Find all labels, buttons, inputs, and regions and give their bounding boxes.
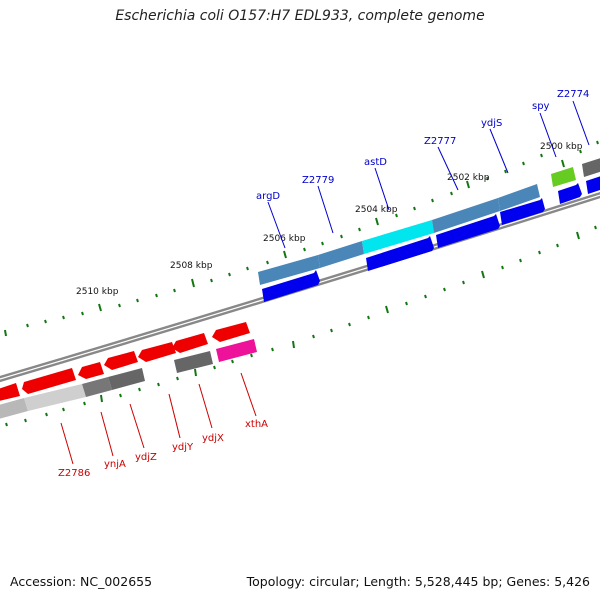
gene-label-ynjA[interactable]: ynjA: [104, 459, 126, 470]
kbp-label-2508: 2508 kbp: [170, 261, 213, 271]
cds-astD[interactable]: [436, 214, 500, 248]
genome-summary-text: Topology: circular; Length: 5,528,445 bp…: [246, 574, 590, 589]
cds-Z2777[interactable]: [500, 198, 545, 225]
cds-ydjS[interactable]: [558, 183, 582, 204]
gene-label-xthA[interactable]: xthA: [245, 419, 268, 430]
forward-feature-track: [258, 157, 600, 285]
reverse-feature-track: [0, 339, 257, 420]
gene-label-ydjZ[interactable]: ydjZ: [135, 452, 157, 463]
cds-spy[interactable]: [586, 175, 600, 194]
gene-label-Z2779[interactable]: Z2779: [302, 175, 334, 186]
gene-label-Z2777[interactable]: Z2777: [424, 136, 456, 147]
bottom-gene-leaders: [60, 372, 257, 465]
feature-argD[interactable]: [258, 255, 320, 285]
cds-ydjX-2[interactable]: [172, 333, 208, 353]
kbp-label-2510: 2510 kbp: [76, 287, 119, 297]
cds-xthA[interactable]: [212, 322, 250, 342]
gene-label-ydjY[interactable]: ydjY: [172, 442, 194, 453]
kbp-label-2502: 2502 kbp: [447, 173, 490, 183]
cds-ynjA[interactable]: [22, 368, 76, 394]
kbp-label-2500: 2500 kbp: [540, 142, 583, 152]
gene-label-spy[interactable]: spy: [532, 101, 550, 112]
cds-ydjX[interactable]: [138, 342, 176, 362]
feature-Z2779[interactable]: [318, 241, 364, 268]
outer-tick-ring: [4, 140, 599, 337]
kbp-labels: 2500 kbp 2502 kbp 2504 kbp 2506 kbp 2508…: [76, 142, 583, 297]
feature-track-ydjZ[interactable]: [82, 377, 112, 397]
reverse-cds-arrows: [0, 322, 250, 402]
top-gene-labels: argD Z2779 astD Z2777 ydjS spy Z2774: [256, 89, 589, 202]
feature-astD[interactable]: [362, 220, 434, 254]
gene-label-ydjX[interactable]: ydjX: [202, 433, 224, 444]
gene-label-astD[interactable]: astD: [364, 157, 387, 168]
gene-label-ydjS[interactable]: ydjS: [481, 118, 502, 129]
feature-track-ydjY[interactable]: [108, 368, 145, 390]
cds-Z2786[interactable]: [0, 383, 20, 402]
kbp-label-2504: 2504 kbp: [355, 205, 398, 215]
cds-ydjZ[interactable]: [78, 362, 104, 379]
feature-Z2777[interactable]: [432, 198, 500, 233]
cds-Z2779[interactable]: [366, 236, 434, 271]
top-gene-leaders: [267, 100, 590, 249]
accession-text: Accession: NC_002655: [10, 574, 153, 589]
gene-label-Z2786[interactable]: Z2786: [58, 468, 90, 479]
gene-label-Z2774[interactable]: Z2774: [557, 89, 589, 100]
inner-tick-ring: [5, 225, 597, 427]
feature-track-ynjA[interactable]: [24, 384, 86, 411]
forward-cds-arrows: [262, 175, 600, 302]
feature-ydjS[interactable]: [498, 184, 540, 211]
feature-Z2774[interactable]: [582, 157, 600, 177]
feature-spy[interactable]: [551, 167, 576, 187]
kbp-label-2506: 2506 kbp: [263, 234, 306, 244]
cds-argD[interactable]: [262, 270, 320, 302]
gene-label-argD[interactable]: argD: [256, 191, 280, 202]
cds-ydjY[interactable]: [104, 351, 138, 370]
bottom-gene-labels: Z2786 ynjA ydjZ ydjY ydjX xthA: [58, 419, 268, 479]
feature-track-Z2786[interactable]: [0, 398, 28, 420]
feature-track-xthA[interactable]: [216, 339, 257, 362]
map-title: Escherichia coli O157:H7 EDL933, complet…: [115, 8, 485, 24]
feature-track-ydjX[interactable]: [174, 351, 213, 373]
